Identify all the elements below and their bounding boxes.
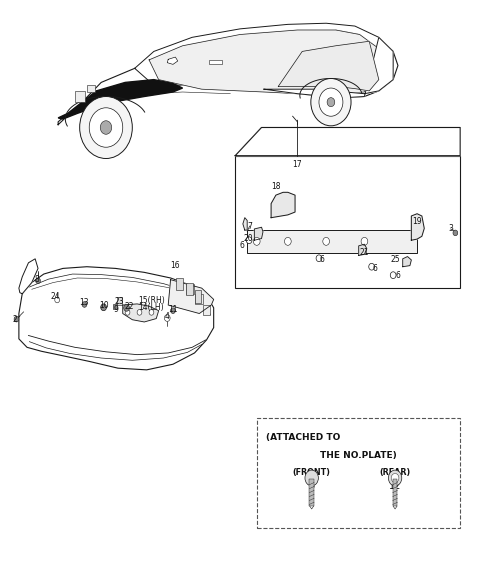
Circle shape <box>311 79 351 126</box>
Circle shape <box>305 470 318 486</box>
Text: 25: 25 <box>391 255 400 264</box>
Bar <box>186 283 192 295</box>
Bar <box>87 85 96 92</box>
Polygon shape <box>65 97 144 126</box>
Text: 4: 4 <box>165 312 170 321</box>
Text: 12: 12 <box>389 481 401 491</box>
Polygon shape <box>235 128 460 156</box>
Text: 13: 13 <box>80 298 89 307</box>
Polygon shape <box>58 80 182 119</box>
Circle shape <box>149 310 154 315</box>
Circle shape <box>316 255 322 262</box>
Polygon shape <box>278 41 379 91</box>
Text: 9: 9 <box>113 305 118 314</box>
Polygon shape <box>359 244 367 255</box>
Bar <box>186 284 193 294</box>
Circle shape <box>36 278 40 284</box>
Bar <box>235 156 460 288</box>
Text: 2: 2 <box>12 315 17 324</box>
Polygon shape <box>19 259 38 294</box>
FancyBboxPatch shape <box>257 418 460 528</box>
Circle shape <box>170 308 175 314</box>
Circle shape <box>124 305 130 311</box>
Circle shape <box>453 230 458 236</box>
Polygon shape <box>167 57 178 64</box>
Bar <box>75 91 85 102</box>
Polygon shape <box>411 214 424 240</box>
Circle shape <box>323 237 329 245</box>
Text: 21: 21 <box>360 248 369 257</box>
Text: 10: 10 <box>99 301 108 310</box>
Circle shape <box>101 304 107 311</box>
Text: THE NO.PLATE): THE NO.PLATE) <box>320 451 397 460</box>
Text: 18: 18 <box>271 182 281 191</box>
Polygon shape <box>168 280 214 314</box>
Polygon shape <box>19 267 214 370</box>
Text: 11: 11 <box>168 305 178 314</box>
Bar <box>176 278 183 290</box>
Text: (REAR): (REAR) <box>380 468 411 477</box>
Circle shape <box>327 98 335 107</box>
Text: 17: 17 <box>293 160 302 168</box>
Text: 6: 6 <box>240 241 245 250</box>
Circle shape <box>80 97 132 159</box>
Circle shape <box>55 297 60 303</box>
Text: 7: 7 <box>247 221 252 231</box>
Circle shape <box>100 121 112 134</box>
Circle shape <box>285 237 291 245</box>
Circle shape <box>164 315 170 321</box>
Polygon shape <box>149 30 379 95</box>
Text: 6: 6 <box>372 264 377 273</box>
Circle shape <box>390 272 396 279</box>
Circle shape <box>82 302 87 307</box>
Circle shape <box>125 310 130 315</box>
Text: 6: 6 <box>396 271 400 280</box>
Polygon shape <box>403 257 411 267</box>
Text: 14(LH): 14(LH) <box>139 303 164 312</box>
Text: 23: 23 <box>115 297 124 306</box>
Text: 22: 22 <box>124 302 134 311</box>
Text: 5: 5 <box>309 481 315 491</box>
Text: 8: 8 <box>34 275 39 284</box>
Bar <box>393 479 397 506</box>
Circle shape <box>253 237 260 245</box>
Text: 16: 16 <box>170 261 180 270</box>
Circle shape <box>391 473 399 483</box>
Text: (ATTACHED TO: (ATTACHED TO <box>266 433 341 442</box>
Polygon shape <box>264 37 393 98</box>
Circle shape <box>388 470 402 486</box>
Circle shape <box>89 108 123 147</box>
Polygon shape <box>254 227 263 240</box>
Polygon shape <box>123 304 158 322</box>
Circle shape <box>369 263 374 270</box>
Bar <box>194 290 201 303</box>
Polygon shape <box>58 32 398 125</box>
Bar <box>195 294 203 304</box>
Circle shape <box>246 237 252 244</box>
Circle shape <box>14 316 19 322</box>
Bar <box>309 479 314 506</box>
Text: 20: 20 <box>244 234 253 243</box>
Bar <box>203 305 210 315</box>
Text: 19: 19 <box>412 217 422 226</box>
Text: 24: 24 <box>51 292 60 301</box>
Bar <box>117 297 122 305</box>
Polygon shape <box>271 192 295 218</box>
Bar <box>113 305 117 309</box>
Text: (FRONT): (FRONT) <box>293 468 331 477</box>
Bar <box>209 60 222 64</box>
Text: 6: 6 <box>320 255 325 264</box>
Polygon shape <box>135 23 393 98</box>
Text: 15(RH): 15(RH) <box>138 296 165 305</box>
Bar <box>247 230 417 253</box>
Circle shape <box>137 310 142 315</box>
Circle shape <box>319 88 343 116</box>
Text: 3: 3 <box>448 224 453 233</box>
Circle shape <box>361 237 368 245</box>
Polygon shape <box>243 218 247 230</box>
